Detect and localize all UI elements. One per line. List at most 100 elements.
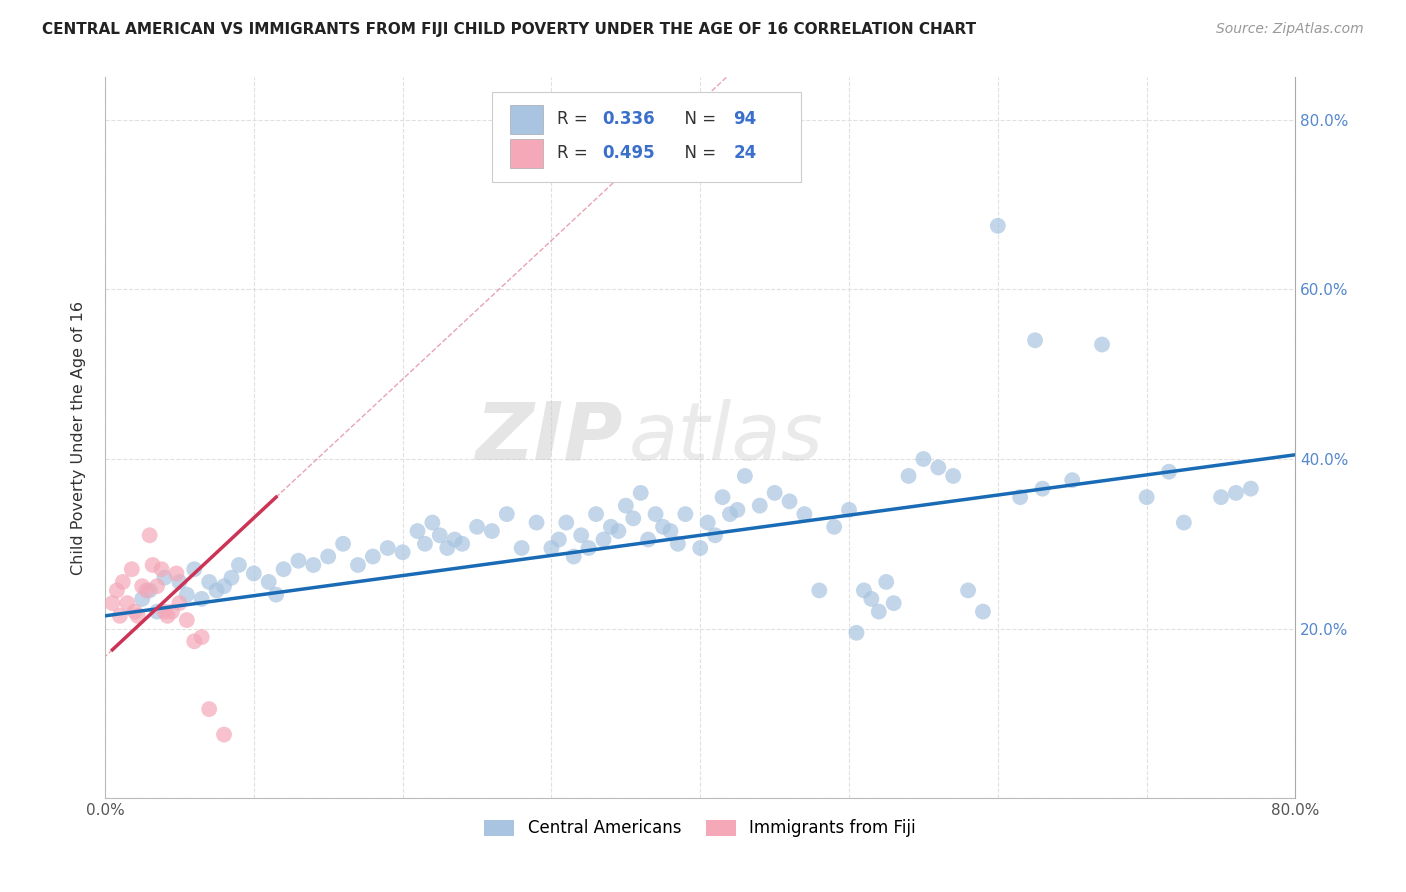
Point (547, 533, 569, 547)
Text: ZIP: ZIP (475, 399, 623, 477)
Point (422, 516, 444, 530)
Point (413, 537, 436, 551)
Point (793, 507, 815, 521)
Point (124, 605, 146, 619)
Point (621, 511, 644, 525)
Point (108, 608, 131, 623)
Point (644, 507, 666, 521)
Point (725, 503, 748, 517)
Point (592, 533, 614, 547)
Point (221, 571, 243, 585)
Point (555, 516, 578, 530)
Point (190, 630, 212, 644)
Point (897, 469, 920, 483)
Point (673, 507, 696, 521)
Point (711, 490, 734, 504)
Point (578, 541, 600, 555)
Point (957, 583, 980, 598)
Point (146, 579, 169, 593)
Point (1173, 516, 1195, 530)
Point (228, 558, 250, 572)
Point (510, 541, 533, 555)
Point (443, 533, 465, 547)
FancyBboxPatch shape (510, 105, 543, 134)
Text: Source: ZipAtlas.com: Source: ZipAtlas.com (1216, 22, 1364, 37)
Point (205, 583, 228, 598)
Point (838, 503, 860, 517)
Text: R =: R = (557, 145, 593, 162)
Point (198, 702, 221, 716)
Point (465, 520, 488, 534)
Point (630, 486, 652, 500)
Legend: Central Americans, Immigrants from Fiji: Central Americans, Immigrants from Fiji (478, 813, 922, 844)
Point (117, 596, 139, 610)
Point (135, 583, 157, 598)
Point (1136, 490, 1159, 504)
Point (585, 507, 607, 521)
Point (1209, 490, 1232, 504)
Point (748, 499, 770, 513)
Point (1240, 482, 1263, 496)
Point (860, 591, 883, 606)
Point (540, 541, 562, 555)
Point (696, 516, 718, 530)
Point (183, 562, 205, 576)
Point (972, 605, 994, 619)
Point (273, 562, 295, 576)
Point (875, 574, 897, 589)
Y-axis label: Child Poverty Under the Age of 16: Child Poverty Under the Age of 16 (72, 301, 86, 574)
Point (212, 727, 235, 741)
Point (1157, 465, 1180, 479)
Point (264, 588, 287, 602)
Text: atlas: atlas (628, 399, 824, 477)
FancyBboxPatch shape (510, 138, 543, 168)
Point (763, 486, 786, 500)
Point (169, 574, 191, 589)
Point (176, 613, 198, 627)
Point (127, 608, 149, 623)
Point (912, 452, 935, 467)
Text: 24: 24 (734, 145, 756, 162)
Point (160, 605, 183, 619)
Text: N =: N = (673, 145, 721, 162)
Point (257, 574, 280, 589)
Point (165, 566, 187, 581)
Point (614, 499, 637, 513)
Point (808, 583, 831, 598)
Point (1062, 473, 1084, 487)
Point (451, 537, 474, 551)
Point (652, 520, 675, 534)
Point (659, 524, 682, 538)
Point (942, 469, 965, 483)
FancyBboxPatch shape (492, 92, 801, 182)
Point (169, 596, 191, 610)
Point (429, 528, 451, 542)
Point (1010, 490, 1032, 504)
Point (689, 541, 711, 555)
Point (1031, 482, 1053, 496)
Point (987, 219, 1010, 233)
Point (316, 549, 339, 564)
Point (1024, 333, 1046, 347)
Point (779, 494, 801, 508)
Point (198, 574, 221, 589)
Point (131, 579, 153, 593)
Point (153, 571, 176, 585)
Point (927, 460, 949, 475)
Point (526, 516, 548, 530)
Text: 0.495: 0.495 (603, 145, 655, 162)
Point (138, 583, 160, 598)
Point (718, 507, 741, 521)
Point (377, 541, 399, 555)
Point (883, 596, 905, 610)
Point (852, 583, 875, 598)
Point (607, 524, 630, 538)
Point (734, 469, 756, 483)
Point (131, 591, 153, 606)
Point (243, 566, 266, 581)
Point (562, 549, 585, 564)
Point (146, 605, 169, 619)
Text: 94: 94 (734, 111, 756, 128)
Point (111, 574, 134, 589)
Point (142, 558, 165, 572)
